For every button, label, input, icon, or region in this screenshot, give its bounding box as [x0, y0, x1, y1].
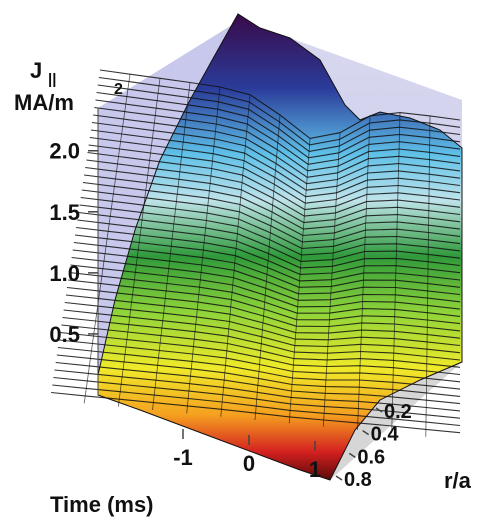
y-tick-mark	[348, 452, 356, 458]
x-axis: -1 0 1 Time (ms)	[50, 429, 321, 517]
surface-grid-line	[425, 115, 431, 437]
y-tick-mark	[375, 407, 383, 413]
surface	[51, 13, 463, 481]
surface-grid-line	[83, 74, 131, 404]
y-axis: 0.20.40.60.8 r/a	[335, 401, 472, 493]
surface-grid-line	[152, 82, 191, 411]
z-tick-label: 0.5	[49, 322, 80, 347]
y-tick-label: 0.6	[357, 446, 385, 468]
surface-grid-line	[220, 94, 251, 417]
x-tick-label: -1	[173, 445, 193, 470]
z-axis-label-exponent: 2	[114, 81, 123, 98]
surface-grid-line	[254, 114, 281, 421]
x-axis-label: Time (ms)	[50, 492, 154, 517]
y-tick-group: 0.20.40.60.8	[335, 401, 412, 491]
surface-grid-line	[186, 86, 221, 414]
y-axis-label: r/a	[444, 468, 472, 493]
y-tick-label: 0.4	[371, 424, 400, 446]
x-tick-label: 1	[309, 457, 321, 482]
surface-grid-line	[288, 138, 311, 424]
z-axis-label-j: J	[30, 58, 42, 83]
z-tick-group: 0.5 1.0 1.5 2.0	[49, 139, 98, 347]
x-tick-group: -1 0 1	[173, 429, 321, 482]
y-tick-mark	[335, 475, 343, 481]
surface-grid-line	[322, 132, 341, 427]
y-tick-label: 0.2	[384, 401, 412, 423]
z-tick-label: 1.0	[49, 261, 80, 286]
y-tick-label: 0.8	[344, 469, 372, 491]
surface-grid-line	[357, 115, 371, 431]
z-tick-label: 2.0	[49, 139, 80, 164]
surface-grid-line	[117, 78, 161, 407]
x-tick-label: 0	[243, 451, 255, 476]
surface-grid-line	[391, 112, 401, 434]
z-axis-label-unit: MA/m	[14, 90, 74, 115]
z-tick-label: 1.5	[49, 200, 80, 225]
z-axis-label-sub: ||	[48, 71, 56, 88]
y-tick-mark	[362, 430, 370, 436]
z-axis: 0.5 1.0 1.5 2.0 J || MA/m 2	[14, 58, 123, 395]
